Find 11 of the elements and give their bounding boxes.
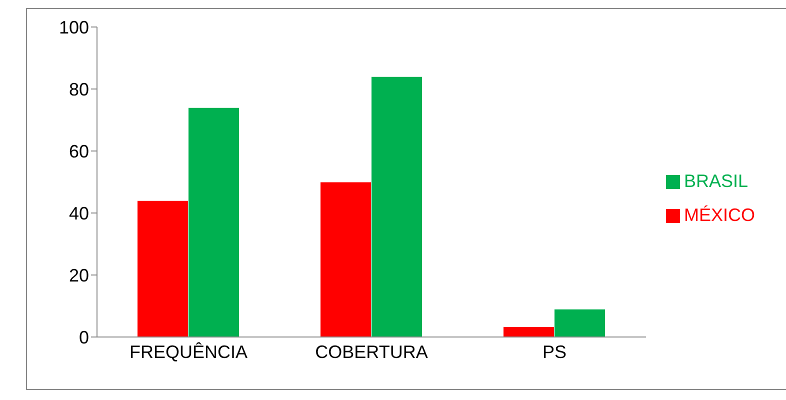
y-tick-label: 20 <box>68 265 89 286</box>
legend-label: BRASIL <box>684 171 748 191</box>
legend-label: MÉXICO <box>684 205 755 225</box>
y-tick-label: 60 <box>68 141 89 162</box>
y-tick-label: 0 <box>78 327 89 348</box>
x-tick-label: PS <box>542 342 566 362</box>
y-tick-label: 80 <box>68 79 89 100</box>
x-tick-label: COBERTURA <box>315 342 428 362</box>
x-tick-label: FREQUÊNCIA <box>129 342 248 362</box>
y-tick-label: 100 <box>58 17 89 38</box>
y-tick-label: 40 <box>68 203 89 224</box>
